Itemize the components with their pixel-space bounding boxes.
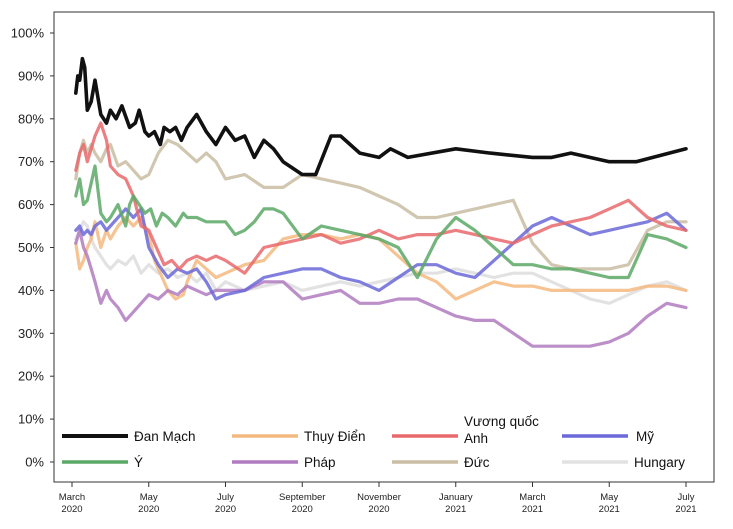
- y-tick-label: 100%: [11, 26, 45, 41]
- legend-label: Mỹ: [636, 429, 654, 444]
- y-tick-label: 70%: [18, 154, 44, 169]
- x-axis: March 2020 May 2020 July 2020 September 2020 Nov…: [59, 482, 697, 515]
- legend-label: Thụy Điển: [304, 429, 366, 444]
- legend-item-y: Ý: [62, 455, 143, 470]
- x-tick-label: May 2020: [138, 492, 159, 515]
- x-tick-label: July 2020: [215, 492, 236, 515]
- y-tick-label: 80%: [18, 111, 44, 126]
- x-tick-label: January 2021: [439, 492, 473, 515]
- series-line-phap: [74, 228, 688, 348]
- x-tick-label: March 2020: [59, 492, 85, 515]
- y-tick-label: 0%: [25, 455, 44, 470]
- legend-item-my: Mỹ: [562, 429, 654, 444]
- legend-label: Ý: [134, 455, 143, 470]
- series-line-my: [74, 207, 688, 301]
- legend-item-duc: Đức: [392, 455, 490, 470]
- x-tick-label: July 2021: [675, 492, 696, 515]
- legend-item-thuy-dien: Thụy Điển: [232, 429, 366, 444]
- series-line-dan-mach: [74, 56, 688, 177]
- x-tick-label: May 2021: [599, 492, 620, 515]
- series-line-thuy-dien: [74, 215, 688, 301]
- legend: Đan Mạch Thụy Điển Vương quốc Anh Mỹ Ý Pháp Đức…: [62, 414, 685, 470]
- y-tick-label: 90%: [18, 68, 44, 83]
- y-tick-label: 20%: [18, 369, 44, 384]
- legend-item-phap: Pháp: [232, 455, 336, 470]
- series-line-y: [74, 164, 688, 280]
- series-line-vuong-quoc-anh: [74, 121, 688, 275]
- series-lines: [74, 56, 688, 348]
- series-line-hungary: [74, 220, 688, 305]
- legend-item-vuong-quoc-anh: Vương quốc Anh: [392, 414, 539, 446]
- legend-label: Đan Mạch: [134, 429, 196, 444]
- y-tick-label: 60%: [18, 197, 44, 212]
- x-tick-label: November 2020: [357, 492, 401, 515]
- y-axis: 0% 10% 20% 30% 40% 50% 60% 70% 80% 90% 100%: [11, 26, 54, 470]
- y-tick-label: 50%: [18, 240, 44, 255]
- x-tick-label: September 2020: [279, 492, 325, 515]
- legend-label: Pháp: [304, 455, 336, 470]
- legend-item-hungary: Hungary: [562, 455, 685, 470]
- legend-label: Hungary: [634, 455, 685, 470]
- y-tick-label: 10%: [18, 412, 44, 427]
- y-tick-label: 40%: [18, 283, 44, 298]
- legend-item-dan-mach: Đan Mạch: [62, 429, 196, 444]
- legend-label: Vương quốc Anh: [464, 414, 539, 446]
- y-tick-label: 30%: [18, 326, 44, 341]
- legend-label: Đức: [464, 455, 490, 470]
- x-tick-label: March 2021: [519, 492, 545, 515]
